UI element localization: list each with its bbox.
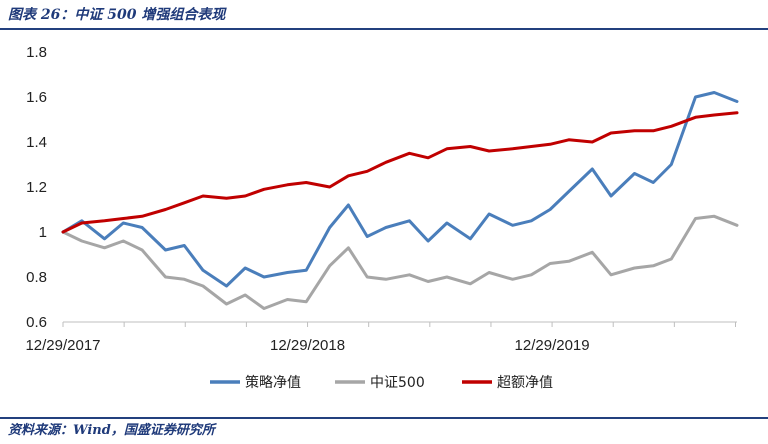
x-tick-label: 12/29/2017 — [25, 337, 100, 354]
y-tick-label: 0.8 — [26, 269, 47, 286]
x-tick-label: 12/29/2018 — [270, 337, 345, 354]
y-axis: 0.6 0.8 1 1.2 1.4 1.6 1.8 — [26, 44, 47, 331]
y-tick-label: 1.6 — [26, 89, 47, 106]
header-rule — [0, 28, 768, 30]
legend: 策略净值 中证500 超额净值 — [210, 374, 553, 391]
legend-label: 中证500 — [370, 375, 425, 391]
series-line-2 — [61, 111, 739, 234]
line-chart: 0.6 0.8 1 1.2 1.4 1.6 1.8 12/29/2017 12/29/2018… — [25, 44, 739, 391]
footer-rule — [0, 417, 768, 419]
legend-label: 超额净值 — [497, 375, 553, 391]
y-tick-label: 1.8 — [26, 44, 47, 61]
source-note: 资料来源：Wind，国盛证券研究所 — [8, 423, 215, 438]
y-tick-label: 1.4 — [26, 134, 47, 151]
series-line-0 — [61, 91, 739, 288]
figure-title: 图表 26：中证 500 增强组合表现 — [8, 7, 226, 23]
x-tick-label: 12/29/2019 — [515, 337, 590, 354]
series-line-1 — [61, 214, 739, 310]
plot-area — [61, 91, 739, 310]
y-tick-label: 1.2 — [26, 179, 47, 196]
y-tick-label: 1 — [39, 224, 47, 241]
x-axis: 12/29/2017 12/29/2018 12/29/2019 — [25, 321, 737, 354]
y-tick-label: 0.6 — [26, 314, 47, 331]
legend-label: 策略净值 — [245, 374, 301, 391]
